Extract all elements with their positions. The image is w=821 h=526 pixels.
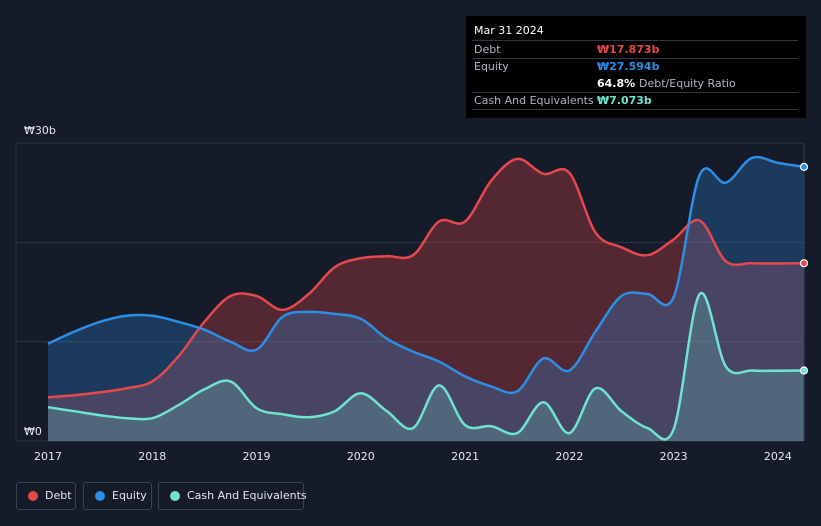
tooltip-ratio-text: 64.8% Debt/Equity Ratio	[597, 77, 736, 90]
tooltip-equity-label: Equity	[474, 60, 509, 73]
tooltip-separator	[472, 58, 798, 59]
x-tick-label: 2024	[764, 450, 792, 463]
tooltip-cash-value: ₩7.073b	[597, 94, 652, 107]
equity-end-marker	[799, 162, 809, 171]
tooltip-separator	[472, 92, 798, 93]
tooltip-separator	[472, 40, 798, 41]
x-tick-label: 2018	[138, 450, 166, 463]
x-tick-label: 2019	[243, 450, 271, 463]
tooltip-ratio-value: 64.8%	[597, 77, 636, 90]
equity-swatch-icon	[95, 491, 105, 501]
x-tick-label: 2021	[451, 450, 479, 463]
cash-line	[47, 291, 805, 441]
tooltip-date: Mar 31 2024	[474, 24, 544, 37]
series-lines	[47, 155, 805, 441]
cash-swatch-icon	[170, 491, 180, 501]
debt-area	[48, 158, 804, 441]
tooltip-row-cash: Cash And Equivalents ₩7.073b	[466, 92, 806, 109]
y-tick-label: ₩0	[24, 425, 42, 438]
tooltip-debt-value: ₩17.873b	[597, 43, 660, 56]
debt-end-marker	[799, 259, 809, 268]
tooltip-row-equity: Equity ₩27.594b	[466, 58, 806, 75]
tooltip-row-ratio: 64.8% Debt/Equity Ratio	[466, 75, 806, 92]
cash-end-marker	[799, 366, 809, 375]
tooltip-panel: Mar 31 2024 Debt ₩17.873b Equity ₩27.594…	[466, 16, 806, 118]
equity-line	[47, 155, 805, 395]
debt-line	[47, 157, 805, 399]
legend-label-equity: Equity	[112, 489, 147, 502]
legend-item-cash[interactable]: Cash And Equivalents	[158, 482, 307, 510]
tooltip-cash-label: Cash And Equivalents	[474, 94, 594, 107]
legend-label-cash: Cash And Equivalents	[187, 489, 307, 502]
series-end-markers	[799, 162, 809, 375]
gridlines	[15, 142, 804, 442]
y-tick-label: ₩30b	[24, 124, 56, 137]
series-areas	[48, 157, 804, 441]
tooltip-debt-label: Debt	[474, 43, 501, 56]
equity-area	[48, 157, 804, 441]
tooltip-ratio-label: Debt/Equity Ratio	[639, 77, 736, 90]
tooltip-equity-value: ₩27.594b	[597, 60, 660, 73]
x-tick-label: 2023	[660, 450, 688, 463]
debt-swatch-icon	[28, 491, 38, 501]
tooltip-row-debt: Debt ₩17.873b	[466, 41, 806, 58]
legend-item-debt[interactable]: Debt	[16, 482, 76, 510]
axis-ticks: 2017 2018 2019 2020 2021 2022 2023 2024 ₩30b ₩0	[24, 124, 792, 463]
x-tick-label: 2017	[34, 450, 62, 463]
cash-area	[48, 292, 804, 441]
legend-item-equity[interactable]: Equity	[83, 482, 152, 510]
tooltip-separator	[472, 109, 798, 110]
x-tick-label: 2020	[347, 450, 375, 463]
legend-label-debt: Debt	[45, 489, 72, 502]
x-tick-label: 2022	[555, 450, 583, 463]
